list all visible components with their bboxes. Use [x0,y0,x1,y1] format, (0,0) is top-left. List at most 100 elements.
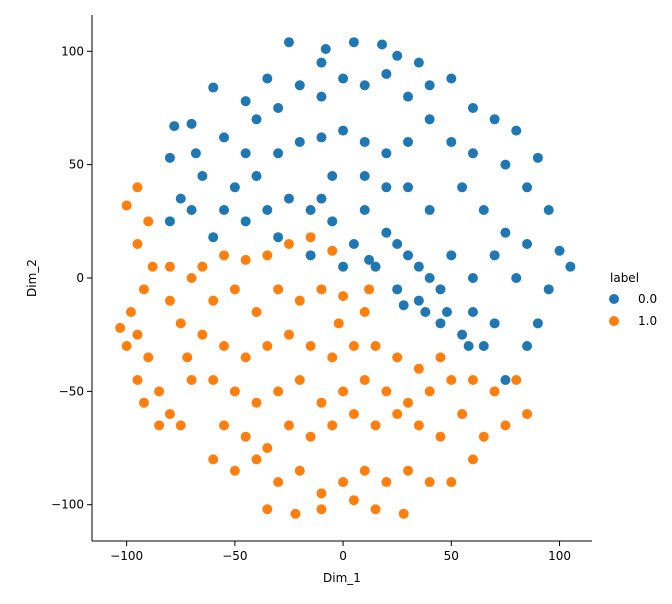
y-tick-label: −50 [59,384,84,398]
point [446,136,457,147]
point [327,216,338,227]
point [164,216,175,227]
point [240,254,251,265]
point [467,454,478,465]
point [424,477,435,488]
point [132,375,143,386]
point [338,73,349,84]
point [229,284,240,295]
point [403,182,414,193]
point [251,397,262,408]
point [316,91,327,102]
point [424,114,435,125]
point [240,96,251,107]
point [125,307,136,318]
point [522,409,533,420]
point [381,182,392,193]
point [305,250,316,261]
point [186,375,197,386]
point [273,232,284,243]
point [197,329,208,340]
point [154,420,165,431]
point [348,341,359,352]
point [478,341,489,352]
point [554,245,565,256]
point [420,307,431,318]
point [370,261,381,272]
y-tick-label: 100 [61,44,84,58]
point [413,363,424,374]
point [147,261,158,272]
point [294,375,305,386]
x-tick-label: −50 [222,549,247,563]
point [543,284,554,295]
point [398,300,409,311]
point [327,170,338,181]
legend-marker [609,316,619,326]
point [121,200,132,211]
point [316,57,327,68]
point [327,245,338,256]
point [489,386,500,397]
point [441,307,452,318]
point [338,125,349,136]
point [273,477,284,488]
point [164,295,175,306]
y-tick-label: 0 [76,271,84,285]
point [359,204,370,215]
point [370,420,381,431]
point [240,352,251,363]
point [370,341,381,352]
point [467,273,478,283]
point [186,273,197,283]
point [208,82,219,93]
point [364,284,375,295]
point [327,352,338,363]
point [208,232,219,243]
point [229,182,240,193]
point [348,238,359,249]
legend-title: label [610,271,639,285]
x-axis-label: Dim_1 [323,571,361,585]
legend-marker [609,294,619,304]
point [327,420,338,431]
point [457,329,468,340]
point [132,238,143,249]
point [305,204,316,215]
point [338,386,349,397]
y-axis-label: Dim_2 [25,259,39,297]
point [164,409,175,420]
point [262,73,273,84]
point [305,232,316,243]
point [392,50,403,61]
point [262,443,273,454]
point [186,204,197,215]
point [381,477,392,488]
point [381,386,392,397]
point [229,465,240,476]
point [500,227,511,238]
point [392,238,403,249]
point [457,182,468,193]
point [522,238,533,249]
point [175,318,186,329]
point [169,121,180,132]
point [364,254,375,265]
point [435,352,446,363]
point [338,261,349,272]
point [446,477,457,488]
point [219,341,230,352]
point [500,420,511,431]
point [294,80,305,91]
point [403,250,414,261]
point [398,508,409,519]
point [115,322,126,333]
point [190,148,201,159]
point [338,477,349,488]
point [478,431,489,442]
point [240,148,251,159]
point [511,375,522,386]
point [381,68,392,79]
point [229,386,240,397]
point [403,465,414,476]
